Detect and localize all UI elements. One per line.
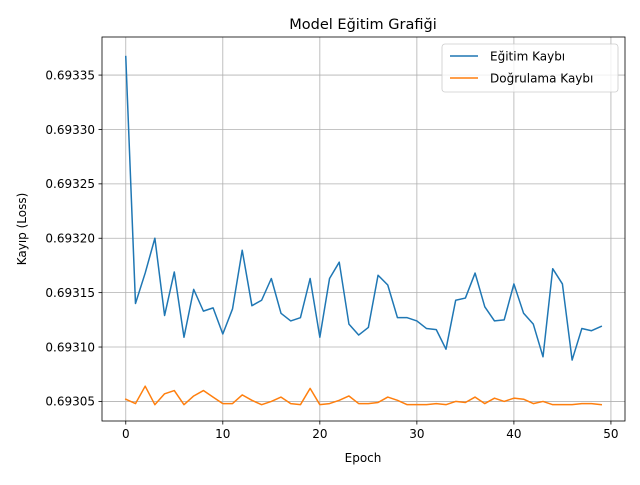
legend-label-training: Eğitim Kaybı xyxy=(490,50,565,64)
x-tick-label: 50 xyxy=(603,427,618,441)
y-tick-label: 0.69310 xyxy=(45,340,95,354)
y-tick-label: 0.69330 xyxy=(45,123,95,137)
x-tick-label: 30 xyxy=(409,427,424,441)
chart-title: Model Eğitim Grafiği xyxy=(289,17,436,33)
series-lines xyxy=(124,55,603,406)
validation-loss-line xyxy=(124,385,603,406)
y-tick-label: 0.69315 xyxy=(45,286,95,300)
x-tick-label: 0 xyxy=(122,427,130,441)
axis-ticks: 0 10 20 30 40 50 0.69305 0.69310 0.69315 0.69320 0… xyxy=(45,68,618,441)
legend-box xyxy=(441,43,619,93)
x-tick-label: 20 xyxy=(312,427,327,441)
grid xyxy=(102,37,625,421)
y-tick-label: 0.69305 xyxy=(45,395,95,409)
x-axis-label: Epoch xyxy=(345,451,382,465)
y-tick-label: 0.69320 xyxy=(45,232,95,246)
x-tick-label: 40 xyxy=(506,427,521,441)
y-tick-label: 0.69335 xyxy=(45,68,95,82)
x-tick-label: 10 xyxy=(215,427,230,441)
legend: Eğitim Kaybı Doğrulama Kaybı xyxy=(441,43,619,93)
y-tick-label: 0.69325 xyxy=(45,177,95,191)
axes-frame xyxy=(101,36,626,422)
training-loss-line xyxy=(124,55,603,361)
legend-label-validation: Doğrulama Kaybı xyxy=(490,72,593,86)
y-axis-label: Kayıp (Loss) xyxy=(15,193,29,266)
